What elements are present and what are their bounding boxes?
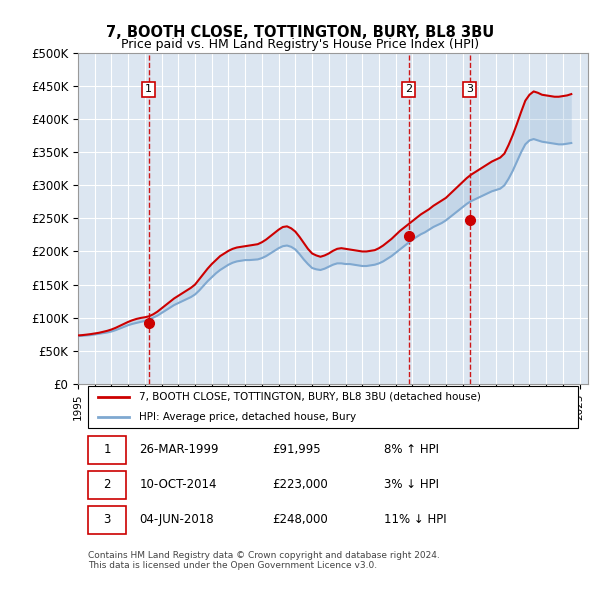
FancyBboxPatch shape xyxy=(88,386,578,428)
Text: £248,000: £248,000 xyxy=(272,513,328,526)
Text: £223,000: £223,000 xyxy=(272,478,328,491)
Text: 2: 2 xyxy=(104,478,111,491)
Text: £91,995: £91,995 xyxy=(272,444,320,457)
Text: 11% ↓ HPI: 11% ↓ HPI xyxy=(384,513,446,526)
Text: 26-MAR-1999: 26-MAR-1999 xyxy=(139,444,218,457)
Text: 7, BOOTH CLOSE, TOTTINGTON, BURY, BL8 3BU: 7, BOOTH CLOSE, TOTTINGTON, BURY, BL8 3B… xyxy=(106,25,494,40)
Text: Price paid vs. HM Land Registry's House Price Index (HPI): Price paid vs. HM Land Registry's House … xyxy=(121,38,479,51)
Text: 8% ↑ HPI: 8% ↑ HPI xyxy=(384,444,439,457)
Text: 7, BOOTH CLOSE, TOTTINGTON, BURY, BL8 3BU (detached house): 7, BOOTH CLOSE, TOTTINGTON, BURY, BL8 3B… xyxy=(139,392,481,402)
Text: Contains HM Land Registry data © Crown copyright and database right 2024.
This d: Contains HM Land Registry data © Crown c… xyxy=(88,551,440,571)
Text: 3% ↓ HPI: 3% ↓ HPI xyxy=(384,478,439,491)
Text: 1: 1 xyxy=(104,444,111,457)
Text: 10-OCT-2014: 10-OCT-2014 xyxy=(139,478,217,491)
FancyBboxPatch shape xyxy=(88,471,127,499)
Text: 1: 1 xyxy=(145,84,152,94)
FancyBboxPatch shape xyxy=(88,436,127,464)
Text: 3: 3 xyxy=(466,84,473,94)
Text: 2: 2 xyxy=(405,84,412,94)
Text: 3: 3 xyxy=(104,513,111,526)
Text: HPI: Average price, detached house, Bury: HPI: Average price, detached house, Bury xyxy=(139,412,356,422)
Text: 04-JUN-2018: 04-JUN-2018 xyxy=(139,513,214,526)
FancyBboxPatch shape xyxy=(88,506,127,534)
